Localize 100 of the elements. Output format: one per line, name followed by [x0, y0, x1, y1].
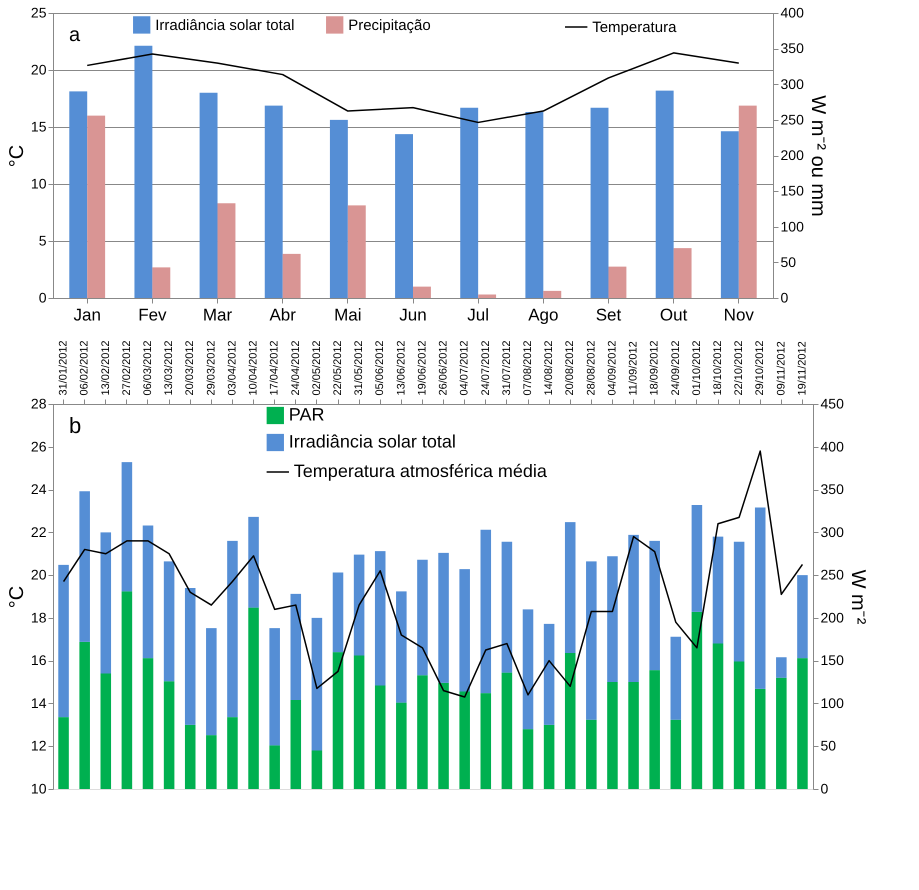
x-tick-label: Mar: [202, 306, 232, 324]
y2-tick-label: 150: [780, 182, 804, 199]
bar: [413, 286, 431, 298]
bar: [374, 551, 386, 686]
bar: [459, 691, 470, 789]
bar: [776, 678, 787, 789]
legend-label: Temperatura: [592, 19, 678, 36]
x-tick-label: 14/08/2012: [543, 340, 556, 396]
bar: [348, 205, 366, 298]
y-tick-label: 22: [30, 524, 47, 540]
y2-tick-label: 50: [780, 254, 796, 270]
bar: [590, 108, 608, 298]
x-tick-label: 19/06/2012: [416, 340, 428, 396]
y-tick-label: 5: [38, 232, 47, 248]
x-tick-label: Abr: [269, 306, 296, 324]
x-tick-label: 04/09/2012: [606, 340, 618, 396]
bar: [797, 575, 808, 658]
legend-label: Irradiância solar total: [288, 432, 456, 452]
bar: [396, 702, 407, 789]
annotation: a: [69, 24, 81, 46]
bar: [395, 134, 413, 298]
x-tick-label: 31/05/2012: [353, 340, 366, 396]
bar: [417, 560, 428, 676]
y-tick-label: 18: [30, 609, 47, 626]
y2-tick-label: 250: [780, 111, 804, 128]
x-tick-label: Fev: [138, 306, 168, 324]
bar: [478, 294, 496, 298]
x-tick-label: Out: [660, 306, 688, 324]
bar: [649, 670, 660, 789]
bar: [79, 491, 90, 642]
bar: [649, 540, 660, 670]
bar: [692, 504, 702, 612]
y2-tick-label: 0: [820, 780, 828, 796]
y2-tick-label: 400: [780, 4, 804, 20]
bar: [502, 672, 512, 789]
y2-tick-label: 100: [780, 218, 804, 234]
x-tick-label: Nov: [724, 306, 754, 324]
x-tick-label: 18/10/2012: [712, 340, 724, 396]
x-tick-label: 07/08/2012: [522, 340, 534, 396]
annotation: b: [69, 413, 82, 438]
x-tick-label: 13/03/2012: [163, 340, 176, 396]
y2-tick-label: 50: [820, 738, 836, 754]
bar: [184, 724, 196, 789]
x-tick-label: 29/03/2012: [205, 340, 218, 396]
line-series: [62, 450, 804, 698]
bar: [269, 745, 280, 789]
x-tick-label: 20/03/2012: [184, 340, 196, 396]
x-tick-label: Set: [596, 306, 622, 324]
bar: [184, 588, 196, 725]
bar: [87, 116, 106, 298]
bar: [164, 561, 174, 682]
x-tick-label: 05/06/2012: [374, 340, 386, 396]
y2-tick-label: 450: [820, 396, 844, 412]
bar: [674, 248, 692, 298]
bar: [122, 462, 132, 592]
y-tick-label: 20: [30, 566, 47, 583]
bar: [354, 656, 364, 789]
bar: [282, 254, 301, 298]
bar: [586, 561, 597, 720]
x-tick-label: 04/07/2012: [458, 340, 471, 396]
y-tick-label: 15: [30, 118, 47, 134]
bar: [712, 644, 724, 789]
x-tick-label: 31/07/2012: [500, 340, 513, 396]
bar: [396, 591, 407, 703]
x-tick-label: 03/04/2012: [226, 340, 238, 396]
bar: [79, 642, 90, 789]
bar: [628, 534, 639, 682]
bar: [438, 682, 449, 789]
x-tick-label: 22/05/2012: [332, 340, 344, 396]
y2-tick-label: 250: [820, 566, 844, 583]
bar: [502, 542, 512, 673]
y-tick-label: 0: [38, 290, 47, 306]
legend-label: Temperatura atmosférica média: [294, 461, 548, 481]
x-tick-label: 06/02/2012: [78, 340, 91, 396]
bar: [480, 693, 492, 789]
y2-tick-label: 100: [820, 694, 844, 711]
bar: [543, 290, 562, 298]
bar: [656, 90, 674, 298]
x-tick-label: Jan: [73, 306, 101, 324]
y2-tick-label: 300: [820, 524, 844, 540]
bar: [248, 608, 259, 789]
x-tick-label: 24/07/2012: [480, 340, 492, 396]
y2-axis-title: W m⁻² ou mm: [806, 95, 829, 217]
bar: [58, 564, 69, 718]
y-tick-label: 14: [30, 694, 47, 711]
y2-tick-label: 300: [780, 76, 804, 92]
bar: [100, 532, 112, 674]
bar: [754, 508, 766, 689]
bar: [290, 700, 302, 789]
y2-tick-label: 0: [780, 290, 788, 306]
bar: [712, 536, 724, 644]
x-tick-label: 06/03/2012: [142, 340, 154, 396]
bar: [670, 636, 682, 720]
bar: [122, 591, 132, 789]
bar: [142, 525, 154, 658]
y-tick-label: 12: [30, 738, 47, 754]
x-tick-label: 22/10/2012: [733, 340, 746, 396]
y-tick-label: 10: [30, 780, 47, 796]
x-tick-label: Mai: [334, 306, 362, 324]
y-axis-title: °C: [6, 586, 28, 608]
